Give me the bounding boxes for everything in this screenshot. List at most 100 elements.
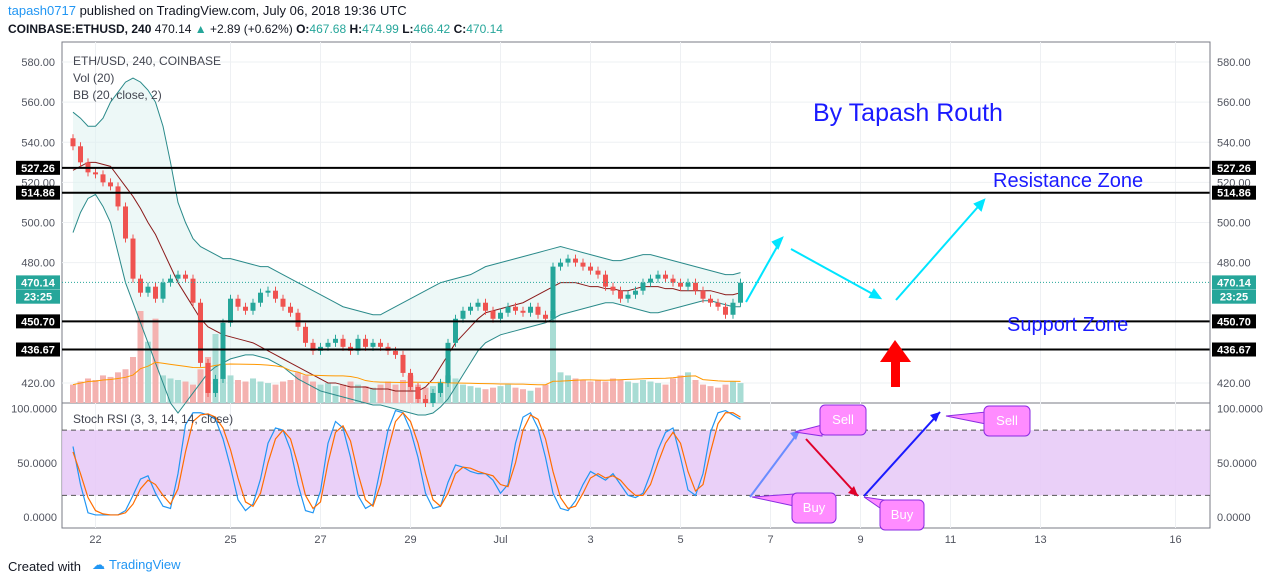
candle-body <box>378 342 383 347</box>
candles <box>70 134 743 408</box>
rsi-arrows[interactable] <box>749 411 941 498</box>
volume-bar <box>737 383 744 403</box>
candle-body <box>723 306 728 315</box>
candle-body <box>633 290 638 295</box>
candle-body <box>108 182 113 187</box>
projection-path[interactable] <box>745 198 986 303</box>
arrowhead-icon <box>771 236 784 250</box>
volume-bar <box>722 384 729 403</box>
volume-bar <box>302 375 309 403</box>
volume-bar <box>115 372 121 403</box>
price-label-right: 23:25 <box>1220 292 1248 304</box>
volume-ma-line <box>72 361 741 386</box>
symbol-name: COINBASE:ETHUSD, 240 <box>8 22 152 36</box>
volume-bar <box>130 357 136 403</box>
candle-body <box>550 266 556 319</box>
buy-callout-1[interactable]: Buy <box>751 492 837 524</box>
volume-bar <box>280 381 286 403</box>
red-up-arrow-icon[interactable] <box>880 340 911 387</box>
bb-lower-line <box>72 193 741 416</box>
buy-callout-2[interactable]: Buy <box>863 496 925 531</box>
volume-bar <box>85 378 91 403</box>
candle-body <box>730 302 736 315</box>
volume-bar <box>520 389 526 403</box>
candle-body <box>243 306 248 311</box>
candle-body <box>288 306 293 313</box>
volume-bar <box>700 384 706 403</box>
price-tick-right: 420.00 <box>1217 378 1251 390</box>
tradingview-logo[interactable]: ☁ TradingView <box>88 557 181 573</box>
rsi-arrow-up-1[interactable] <box>749 429 801 498</box>
volume-bar <box>617 380 624 403</box>
rsi-arrow-down[interactable] <box>805 438 859 497</box>
price-label-right-bg <box>1212 160 1256 175</box>
stoch-d-line <box>72 411 741 516</box>
volume-bar <box>257 381 264 403</box>
candle-body <box>213 378 218 393</box>
volume-bar <box>107 376 114 403</box>
candle-body <box>445 342 451 383</box>
legend-bb: BB (20, close, 2) <box>73 88 162 102</box>
price-tick-left: 560.00 <box>21 97 55 109</box>
volume-bar <box>227 375 234 403</box>
price-tick-right: 480.00 <box>1217 258 1251 270</box>
price-label-left: 23:25 <box>24 292 52 304</box>
candle-body <box>205 362 211 393</box>
resistance-zone-label[interactable]: Resistance Zone <box>993 170 1143 192</box>
candle-body <box>625 294 631 299</box>
bb-area <box>73 78 741 416</box>
horizontal-levels[interactable] <box>62 166 1210 351</box>
price-label-right: 436.67 <box>1217 345 1251 357</box>
sell-callout-1[interactable]: Sell <box>794 404 867 437</box>
volume-bar <box>707 386 714 403</box>
candle-body <box>175 274 181 279</box>
candle-body <box>655 274 661 279</box>
volume-bar <box>670 378 676 403</box>
candle-body <box>693 282 698 291</box>
author-annotation[interactable]: By Tapash Routh <box>813 99 1003 127</box>
projection-leg-down[interactable] <box>790 248 881 299</box>
price-tick-left: 500.00 <box>21 218 55 230</box>
projection-leg-up-2[interactable] <box>895 199 985 301</box>
volume-bar <box>490 387 496 403</box>
volume-bar <box>340 384 346 403</box>
volume-bar <box>242 381 249 403</box>
buy-label-1: Buy <box>803 500 826 515</box>
volume-bar <box>152 318 159 403</box>
volume-bar <box>122 369 129 403</box>
candle-body <box>565 258 571 263</box>
price-tick-left: 420.00 <box>21 378 55 390</box>
candle-body <box>123 206 128 239</box>
volume-bar <box>452 378 459 403</box>
created-with-text: Created with <box>8 559 81 574</box>
projection-leg-up[interactable] <box>745 237 783 303</box>
price-tick-right: 540.00 <box>1217 137 1251 149</box>
volume-bar <box>70 384 76 403</box>
candle-body <box>498 312 503 319</box>
volume-bar <box>197 369 204 403</box>
volume-bar <box>182 381 189 403</box>
candle-body <box>138 278 143 293</box>
volume-bar <box>625 381 631 403</box>
support-zone-label[interactable]: Support Zone <box>1007 314 1128 336</box>
candle-body <box>325 342 331 347</box>
price-label-left: 470.14 <box>21 277 56 289</box>
volume-bar <box>602 381 609 403</box>
published-text: published on TradingView.com, July 06, 2… <box>75 3 407 18</box>
author-link[interactable]: tapash0717 <box>8 3 76 18</box>
rsi-arrow-up-2[interactable] <box>863 411 941 497</box>
volume-bar <box>220 364 226 403</box>
candle-body <box>273 290 278 299</box>
volume-bar <box>497 386 504 403</box>
sell-callout-2[interactable]: Sell <box>945 405 1031 437</box>
footer: Created with ☁ TradingView <box>0 549 1274 585</box>
volume-bar <box>295 372 301 403</box>
candle-body <box>513 306 518 311</box>
candle-body <box>535 306 541 315</box>
time-tick: 22 <box>89 534 101 546</box>
time-tick: 9 <box>857 534 863 546</box>
time-tick: 3 <box>587 534 593 546</box>
volume-bar <box>467 386 474 403</box>
